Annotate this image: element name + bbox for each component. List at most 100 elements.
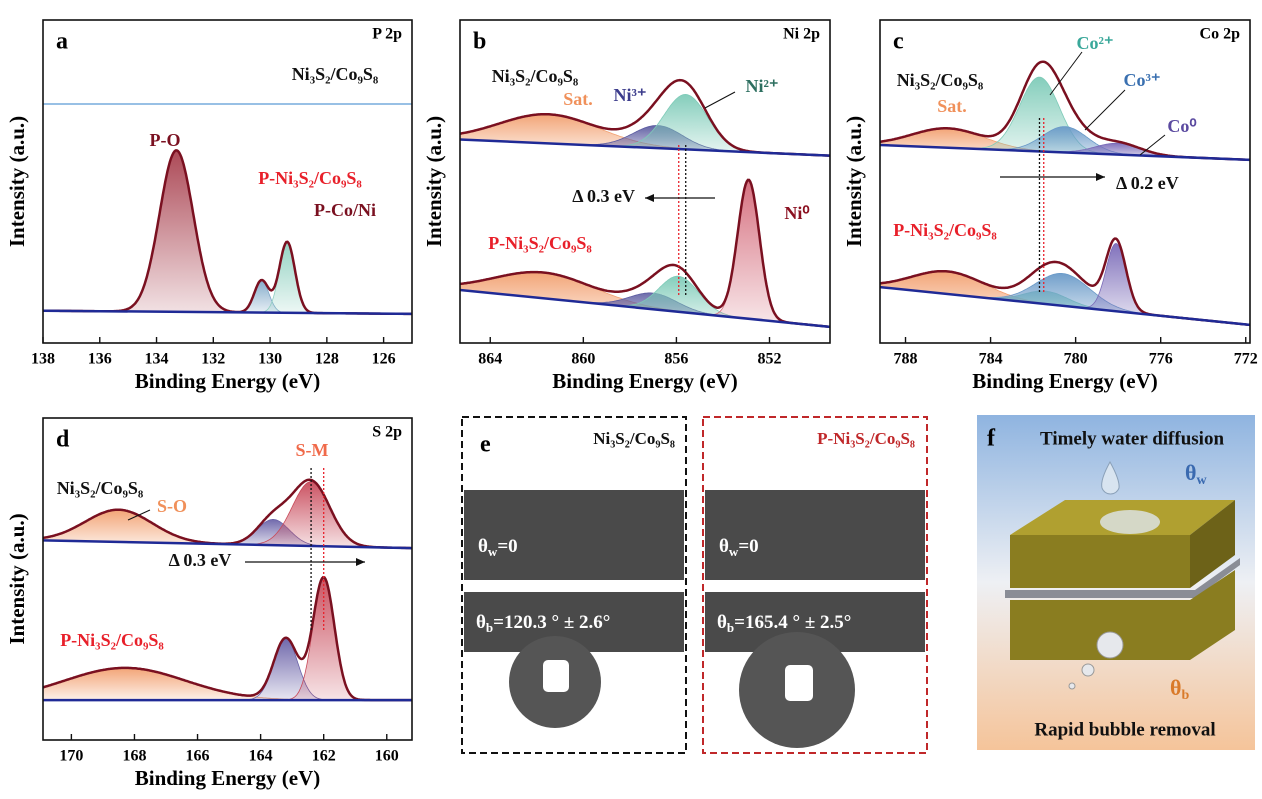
sample-label: Ni₃S₂/Co₉S₈ <box>492 66 579 86</box>
x-tick-label: 126 <box>372 351 396 368</box>
y-axis-label: Intensity (a.u.) <box>5 116 29 247</box>
peak-label: Co²⁺ <box>1077 33 1114 53</box>
peak-component <box>42 667 412 701</box>
leader-line <box>1139 134 1166 156</box>
peak-component <box>43 241 412 315</box>
sample-label: P-Ni₃S₂/Co₉S₈ <box>893 220 997 240</box>
sample-label: P-Ni₃S₂/Co₉S₈ <box>258 168 362 188</box>
envelope <box>42 575 412 702</box>
baseline <box>42 539 413 550</box>
x-tick-label: 128 <box>315 351 339 368</box>
bubble <box>1096 631 1124 659</box>
panel-label: f <box>987 426 996 452</box>
peak-label: S-O <box>157 496 187 516</box>
peak-label: Co³⁺ <box>1124 70 1161 90</box>
panel-label: a <box>56 29 68 55</box>
sample-label: Ni₃S₂/Co₉S₈ <box>897 70 984 90</box>
sample-label: Ni₃S₂/Co₉S₈ <box>57 478 144 498</box>
y-axis-label: Intensity (a.u.) <box>842 116 866 247</box>
symbol: θ <box>1170 675 1181 700</box>
bubble-angle: θb=165.4 ° ± 2.5° <box>717 612 851 635</box>
water-film <box>1100 510 1160 534</box>
x-tick-label: 160 <box>375 748 399 765</box>
subscript: w <box>488 544 498 559</box>
arrow-head <box>356 558 365 566</box>
bubble <box>1068 682 1076 690</box>
catalyst-side <box>1190 500 1235 588</box>
symbol: θ <box>719 536 729 557</box>
x-axis-label: Binding Energy (eV) <box>972 369 1158 393</box>
substrate <box>705 490 925 580</box>
sample-label: P-Ni₃S₂/Co₉S₈ <box>60 630 164 650</box>
annotation: Δ 0.2 eV <box>1116 173 1179 193</box>
bubble-angle: θb <box>1170 675 1189 703</box>
plot-frame <box>879 19 1251 344</box>
y-axis-label: Intensity (a.u.) <box>422 116 446 247</box>
water-angle: θw=0 <box>478 536 518 559</box>
plate <box>1005 558 1240 598</box>
x-axis-label: Binding Energy (eV) <box>135 766 321 790</box>
subscript: b <box>727 620 734 635</box>
x-axis-label: Binding Energy (eV) <box>552 369 738 393</box>
water-angle: θw <box>1185 460 1207 488</box>
sample-name: P-Ni₃S₂/Co₉S₈ <box>817 429 915 448</box>
caption: Rapid bubble removal <box>1034 719 1215 740</box>
subscript: b <box>486 620 493 635</box>
annotation: Δ 0.3 eV <box>169 550 232 570</box>
x-tick-label: 776 <box>1149 351 1173 368</box>
plot-frame <box>42 417 413 741</box>
value: =0 <box>497 536 517 557</box>
x-tick-label: 784 <box>979 351 1003 368</box>
x-tick-label: 788 <box>894 351 918 368</box>
envelope <box>459 178 831 329</box>
baseline <box>879 143 1251 162</box>
peak-component <box>43 280 412 315</box>
arrow-head <box>1096 173 1105 181</box>
panel-title: S 2p <box>372 424 402 441</box>
x-tick-label: 134 <box>145 351 169 368</box>
leader-line <box>1084 89 1126 131</box>
baseline <box>879 285 1251 327</box>
bubble-highlight <box>543 660 569 692</box>
annotation: P-Co/Ni <box>314 200 376 220</box>
peak-label: Ni³⁺ <box>614 85 647 105</box>
baseline <box>459 138 831 157</box>
peak-label: S-M <box>296 440 329 460</box>
peak-label: Sat. <box>937 96 967 116</box>
sample-label: P-Ni₃S₂/Co₉S₈ <box>488 233 592 253</box>
sample-name: Ni₃S₂/Co₉S₈ <box>593 429 675 448</box>
x-tick-label: 162 <box>312 748 336 765</box>
x-tick-label: 860 <box>571 351 595 368</box>
panel-f: f Timely water diffusion θw θb Rapid bub… <box>977 415 1255 750</box>
value: =165.4 ° ± 2.5° <box>734 612 851 633</box>
panel-title: P 2p <box>372 26 402 43</box>
peak-label: P-O <box>150 130 181 150</box>
x-axis-label: Binding Energy (eV) <box>135 369 321 393</box>
panel-label: e <box>480 432 491 458</box>
leader-line <box>127 509 151 521</box>
x-tick-label: 852 <box>757 351 781 368</box>
panel-e: e Ni₃S₂/Co₉S₈ P-Ni₃S₂/Co₉S₈ θw=0 θw=0 θb… <box>461 416 928 754</box>
baseline <box>459 288 831 329</box>
plot-frame <box>459 19 831 344</box>
x-tick-label: 130 <box>258 351 282 368</box>
subscript: w <box>729 544 739 559</box>
baseline <box>42 309 413 316</box>
peak-label: Co⁰ <box>1167 116 1196 136</box>
bubble-angle: θb=120.3 ° ± 2.6° <box>476 612 610 635</box>
x-tick-label: 164 <box>249 748 273 765</box>
panel-label: d <box>56 427 70 453</box>
symbol: θ <box>717 612 727 633</box>
caption: Timely water diffusion <box>1040 428 1224 449</box>
water-drop <box>1101 460 1120 495</box>
value: =120.3 ° ± 2.6° <box>493 612 610 633</box>
x-tick-label: 166 <box>186 748 210 765</box>
y-axis-label: Intensity (a.u.) <box>5 513 29 644</box>
x-tick-label: 168 <box>122 748 146 765</box>
substrate <box>464 490 684 580</box>
panel-title: Co 2p <box>1200 26 1241 43</box>
water-angle: θw=0 <box>719 536 759 559</box>
x-tick-label: 772 <box>1234 351 1258 368</box>
symbol: θ <box>478 536 488 557</box>
